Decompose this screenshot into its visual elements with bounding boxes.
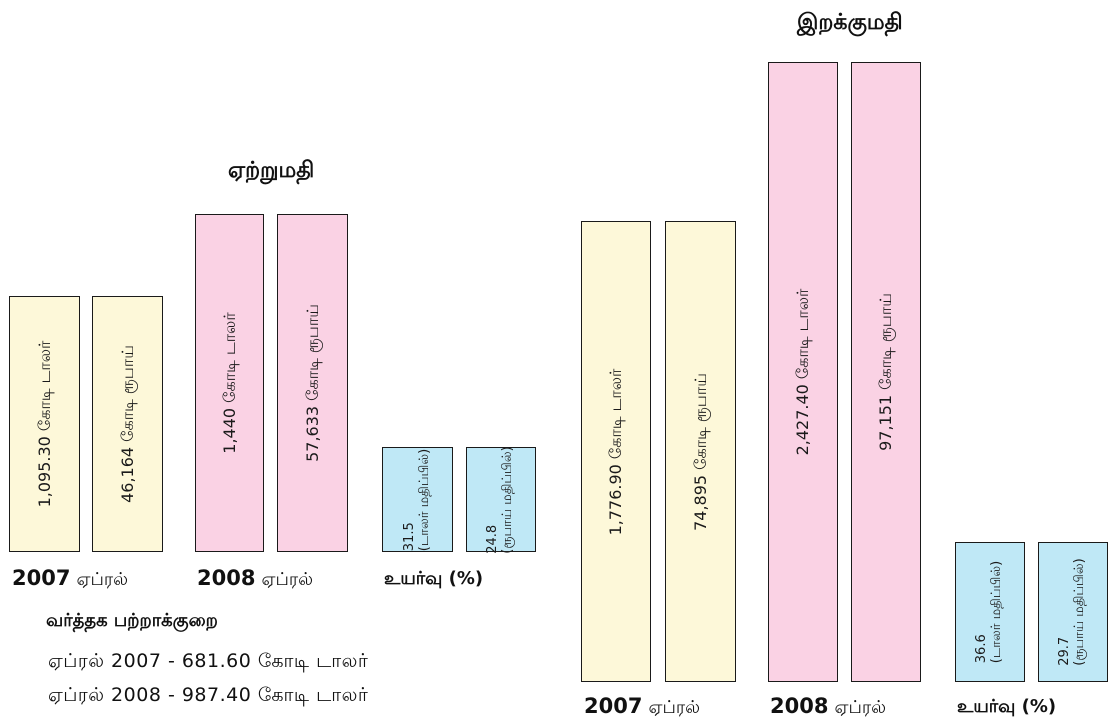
- import-xlabel-2008: 2008 ஏப்ரல்: [770, 694, 886, 720]
- export-xlabel-2008-month: ஏப்ரல்: [261, 569, 314, 590]
- import-bar-rise-rupee-label: 29.7 (ரூபாய் மதிப்பில்): [1057, 558, 1088, 666]
- import-bar-rise-rupee: 29.7 (ரூபாய் மதிப்பில்): [1038, 542, 1108, 682]
- import-bar-2008-dollar: 2,427.40 கோடி டாலர்: [768, 62, 838, 682]
- import-xlabel-2008-year: 2008: [770, 694, 829, 718]
- import-rise-rupee-value: 29.7: [1057, 636, 1073, 666]
- import-rise-dollar-value: 36.6: [974, 634, 990, 664]
- import-rise-rupee-sub: (ரூபாய் மதிப்பில்): [1072, 558, 1087, 666]
- export-bar-rise-rupee: 24.8 (ரூபாய் மதிப்பில்): [466, 445, 536, 554]
- export-rise-dollar-value: 31.5: [401, 521, 417, 551]
- export-bar-2007-dollar: 1,095.30 கோடி டாலர்: [9, 296, 80, 552]
- export-title: ஏற்றுமதி: [228, 158, 315, 183]
- trade-deficit-line-2007: ஏப்ரல் 2007 - 681.60 கோடி டாலர்: [48, 650, 369, 672]
- export-bar-2007-rupee: 46,164 கோடி ரூபாய்: [92, 296, 163, 552]
- import-bar-2007-dollar: 1,776.90 கோடி டாலர்: [581, 221, 651, 682]
- import-bar-2007-rupee: 74,895 கோடி ரூபாய்: [665, 221, 736, 682]
- trade-deficit-title: வர்த்தக பற்றாக்குறை: [46, 610, 218, 631]
- export-xlabel-2008-year: 2008: [197, 566, 256, 590]
- import-xlabel-2007-month: ஏப்ரல்: [648, 697, 701, 718]
- import-xlabel-2007-year: 2007: [584, 694, 643, 718]
- import-bar-2008-rupee-label: 97,151 கோடி ரூபாய்: [875, 293, 895, 451]
- import-rise-dollar-sub: (டாலர் மதிப்பில்): [989, 560, 1004, 664]
- export-bar-2008-dollar: 1,440 கோடி டாலர்: [195, 214, 264, 552]
- export-bar-2007-rupee-label: 46,164 கோடி ரூபாய்: [117, 345, 137, 503]
- import-bar-2008-rupee: 97,151 கோடி ரூபாய்: [851, 62, 921, 682]
- export-rise-dollar-sub: (டாலர் மதிப்பில்): [416, 448, 432, 551]
- import-xlabel-2007: 2007 ஏப்ரல்: [584, 694, 700, 720]
- export-rise-rupee-value: 24.8: [485, 524, 501, 554]
- export-bar-2008-dollar-label: 1,440 கோடி டாலர்: [219, 312, 239, 454]
- import-bar-2007-rupee-label: 74,895 கோடி ரூபாய்: [690, 372, 710, 531]
- export-bar-rise-dollar-label: 31.5 (டாலர் மதிப்பில்): [401, 448, 433, 551]
- import-title: இறக்குமதி: [797, 10, 903, 35]
- import-bar-rise-dollar-label: 36.6 (டாலர் மதிப்பில்): [974, 560, 1005, 664]
- export-rise-rupee-sub: (ரூபாய் மதிப்பில்): [500, 445, 515, 554]
- export-bar-2008-rupee-label: 57,633 கோடி ரூபாய்: [302, 304, 322, 462]
- export-bar-rise-rupee-label: 24.8 (ரூபாய் மதிப்பில்): [485, 445, 516, 554]
- export-bar-rise-dollar: 31.5 (டாலர் மதிப்பில்): [382, 447, 453, 552]
- export-bar-2008-rupee: 57,633 கோடி ரூபாய்: [277, 214, 348, 552]
- import-bar-rise-dollar: 36.6 (டாலர் மதிப்பில்): [955, 542, 1025, 682]
- import-bar-2008-dollar-label: 2,427.40 கோடி டாலர்: [792, 288, 812, 456]
- trade-deficit-line-2008: ஏப்ரல் 2008 - 987.40 கோடி டாலர்: [48, 684, 369, 706]
- export-xlabel-2007-year: 2007: [12, 566, 71, 590]
- export-xlabel-2008: 2008 ஏப்ரல்: [197, 566, 313, 592]
- export-xlabel-2007: 2007 ஏப்ரல்: [12, 566, 128, 592]
- import-bar-2007-dollar-label: 1,776.90 கோடி டாலர்: [605, 368, 625, 535]
- import-xlabel-rise: உயர்வு (%): [957, 696, 1057, 717]
- export-xlabel-rise: உயர்வு (%): [384, 568, 484, 589]
- export-bar-2007-dollar-label: 1,095.30 கோடி டாலர்: [34, 340, 54, 508]
- export-xlabel-2007-month: ஏப்ரல்: [76, 569, 129, 590]
- import-xlabel-2008-month: ஏப்ரல்: [834, 697, 887, 718]
